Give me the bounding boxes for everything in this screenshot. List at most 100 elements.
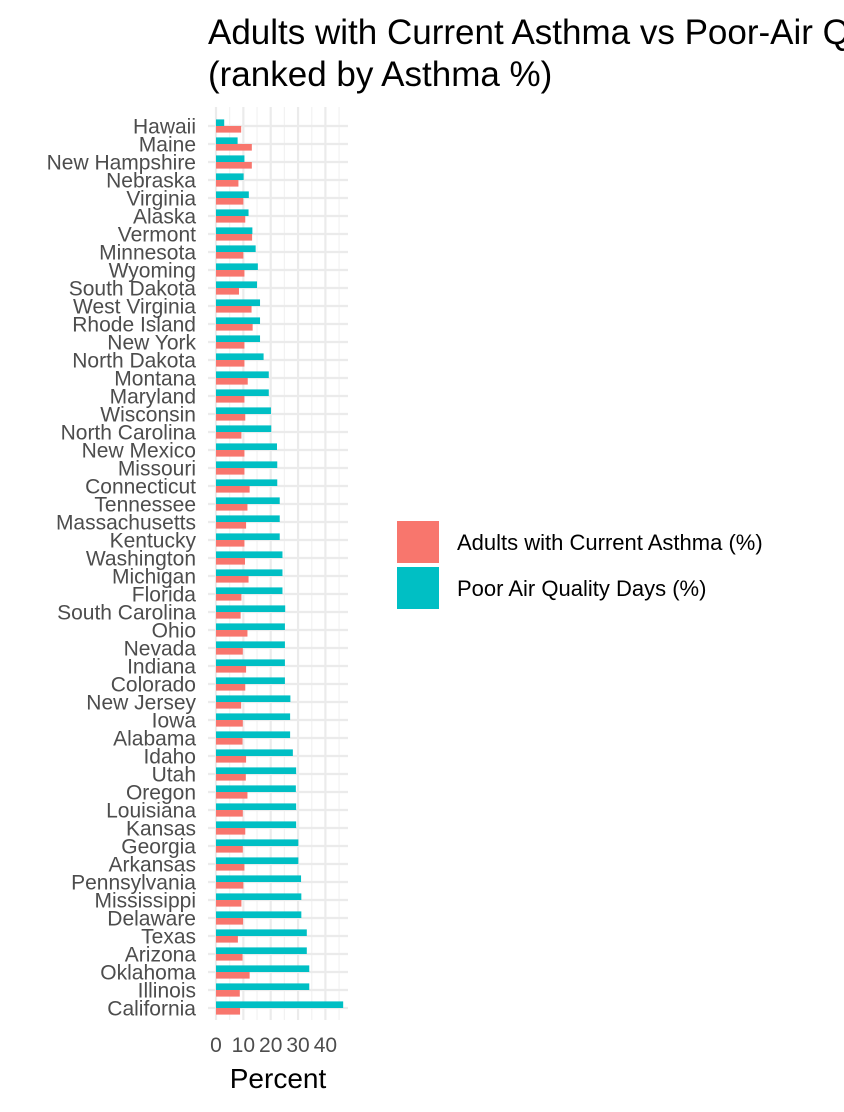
bar-adults-with-current-asthma [216,882,244,889]
y-tick-label: Alaska [133,206,196,229]
bar-adults-with-current-asthma [216,216,246,223]
bar-adults-with-current-asthma [216,846,243,853]
bar-poor-air-quality-days [216,497,280,504]
bar-adults-with-current-asthma [216,234,253,241]
y-tick-label: West Virginia [73,296,196,319]
bar-poor-air-quality-days [216,263,258,270]
y-tick-label: Colorado [111,674,196,697]
chart-title-line-2: (ranked by Asthma %) [208,55,552,94]
bar-poor-air-quality-days [216,677,285,684]
bar-poor-air-quality-days [216,173,244,180]
bar-adults-with-current-asthma [216,558,245,565]
bar-adults-with-current-asthma [216,648,243,655]
legend-key [397,521,439,563]
bar-adults-with-current-asthma [216,990,240,997]
y-tick-label: Idaho [143,746,196,769]
x-tick-label: 0 [210,1034,222,1057]
bar-adults-with-current-asthma [216,270,245,277]
bar-adults-with-current-asthma [216,666,247,673]
bar-poor-air-quality-days [216,191,249,198]
bar-adults-with-current-asthma [216,180,239,187]
bar-adults-with-current-asthma [216,738,243,745]
bar-poor-air-quality-days [216,119,225,126]
bar-poor-air-quality-days [216,857,299,864]
bar-poor-air-quality-days [216,785,296,792]
bar-adults-with-current-asthma [216,720,243,727]
y-tick-label: Tennessee [94,494,196,517]
y-tick-label: Ohio [152,620,196,643]
bar-poor-air-quality-days [216,299,261,306]
bar-poor-air-quality-days [216,911,302,918]
bar-poor-air-quality-days [216,353,264,360]
bar-poor-air-quality-days [216,893,302,900]
x-tick-label: 30 [286,1034,309,1057]
y-tick-label: South Carolina [57,602,196,625]
bar-adults-with-current-asthma [216,324,253,331]
bar-adults-with-current-asthma [216,450,245,457]
bar-poor-air-quality-days [216,209,249,216]
y-tick-label: Oklahoma [100,962,196,985]
bar-poor-air-quality-days [216,803,297,810]
bar-adults-with-current-asthma [216,774,246,781]
y-tick-label: New York [107,332,196,355]
y-tick-label: Georgia [121,836,196,859]
bar-adults-with-current-asthma [216,954,243,961]
bar-adults-with-current-asthma [216,162,252,169]
y-tick-label: Arkansas [108,854,196,877]
y-tick-label: Vermont [118,224,196,247]
bar-adults-with-current-asthma [216,792,248,799]
bar-poor-air-quality-days [216,443,277,450]
y-tick-label: Wisconsin [100,404,196,427]
bar-adults-with-current-asthma [216,864,245,871]
bar-poor-air-quality-days [216,659,285,666]
bar-adults-with-current-asthma [216,684,246,691]
bar-adults-with-current-asthma [216,900,242,907]
bar-adults-with-current-asthma [216,486,250,493]
bar-poor-air-quality-days [216,587,283,594]
bar-poor-air-quality-days [216,137,238,144]
bar-poor-air-quality-days [216,389,269,396]
bar-poor-air-quality-days [216,425,272,432]
bar-poor-air-quality-days [216,515,280,522]
legend-label: Adults with Current Asthma (%) [457,530,763,555]
x-axis-title: Percent [230,1063,327,1094]
y-tick-label: Iowa [152,710,197,733]
y-tick-label: North Carolina [61,422,197,445]
bar-adults-with-current-asthma [216,468,245,475]
y-tick-label: Mississippi [94,890,196,913]
bar-adults-with-current-asthma [216,306,252,313]
bar-adults-with-current-asthma [216,756,247,763]
y-tick-label: Illinois [138,980,196,1003]
y-tick-label: Maryland [110,386,196,409]
y-tick-label: Kentucky [110,530,197,553]
bar-poor-air-quality-days [216,371,269,378]
bar-poor-air-quality-days [216,695,291,702]
bar-poor-air-quality-days [216,929,307,936]
bar-adults-with-current-asthma [216,252,244,259]
y-tick-label: Florida [132,584,197,607]
bar-adults-with-current-asthma [216,810,243,817]
bar-poor-air-quality-days [216,749,293,756]
bar-poor-air-quality-days [216,461,278,468]
bar-adults-with-current-asthma [216,378,248,385]
bar-adults-with-current-asthma [216,630,248,637]
bar-adults-with-current-asthma [216,936,238,943]
bar-adults-with-current-asthma [216,828,246,835]
y-tick-label: Alabama [113,728,196,751]
y-tick-label: Montana [114,368,196,391]
bar-poor-air-quality-days [216,155,245,162]
bar-poor-air-quality-days [216,983,310,990]
bar-adults-with-current-asthma [216,702,242,709]
x-tick-label: 20 [259,1034,282,1057]
y-tick-label: Louisiana [106,800,196,823]
bar-adults-with-current-asthma [216,972,250,979]
bar-poor-air-quality-days [216,569,283,576]
y-tick-label: Michigan [112,566,196,589]
chart-title-line-1: Adults with Current Asthma vs Poor-Air Q… [208,13,844,52]
y-tick-label: Nevada [124,638,197,661]
y-tick-label: Delaware [107,908,196,931]
bar-adults-with-current-asthma [216,126,242,133]
bar-poor-air-quality-days [216,227,253,234]
y-tick-label: Arizona [125,944,197,967]
